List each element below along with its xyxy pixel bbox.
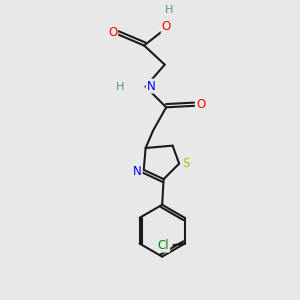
Text: O: O xyxy=(196,98,205,111)
Text: H: H xyxy=(116,82,125,92)
Text: N: N xyxy=(146,80,155,93)
Text: Cl: Cl xyxy=(158,238,169,252)
Text: H: H xyxy=(165,5,173,15)
Text: S: S xyxy=(182,157,189,169)
Text: O: O xyxy=(162,20,171,33)
Text: O: O xyxy=(108,26,117,39)
Text: N: N xyxy=(133,165,142,178)
